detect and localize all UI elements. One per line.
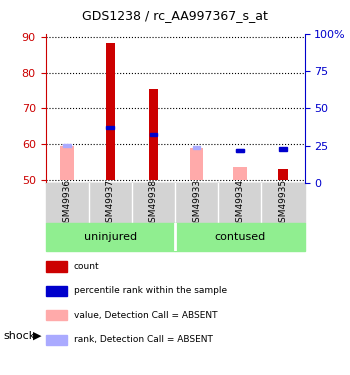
Text: contused: contused — [214, 232, 265, 242]
Bar — [175, 183, 218, 223]
Bar — [278, 169, 288, 180]
Bar — [60, 146, 74, 180]
Bar — [193, 146, 201, 149]
Text: percentile rank within the sample: percentile rank within the sample — [74, 286, 227, 296]
Bar — [236, 149, 244, 152]
Bar — [46, 183, 89, 223]
Text: GSM49937: GSM49937 — [106, 178, 115, 228]
Bar — [46, 286, 66, 296]
Bar — [149, 89, 158, 180]
Text: GDS1238 / rc_AA997367_s_at: GDS1238 / rc_AA997367_s_at — [82, 9, 268, 22]
Bar — [149, 133, 157, 136]
Bar — [218, 183, 261, 223]
Bar — [46, 261, 66, 272]
Text: uninjured: uninjured — [84, 232, 137, 242]
Text: value, Detection Call = ABSENT: value, Detection Call = ABSENT — [74, 310, 217, 320]
Text: GSM49936: GSM49936 — [63, 178, 72, 228]
Bar — [46, 310, 66, 320]
Text: rank, Detection Call = ABSENT: rank, Detection Call = ABSENT — [74, 335, 212, 344]
Text: GSM49935: GSM49935 — [278, 178, 287, 228]
Bar — [279, 147, 287, 151]
Text: ▶: ▶ — [33, 331, 42, 340]
Text: GSM49938: GSM49938 — [149, 178, 158, 228]
Bar — [105, 43, 115, 180]
Bar — [132, 183, 175, 223]
Bar — [46, 223, 175, 251]
Bar — [106, 126, 114, 129]
Text: GSM49934: GSM49934 — [235, 178, 244, 228]
Bar — [190, 148, 203, 180]
Text: shock: shock — [4, 331, 36, 340]
Text: count: count — [74, 262, 99, 271]
Text: GSM49933: GSM49933 — [192, 178, 201, 228]
Bar — [261, 183, 304, 223]
Bar — [175, 223, 304, 251]
Bar — [89, 183, 132, 223]
Bar — [233, 167, 247, 180]
Bar — [63, 144, 71, 147]
Bar — [46, 334, 66, 345]
Bar — [236, 149, 244, 152]
